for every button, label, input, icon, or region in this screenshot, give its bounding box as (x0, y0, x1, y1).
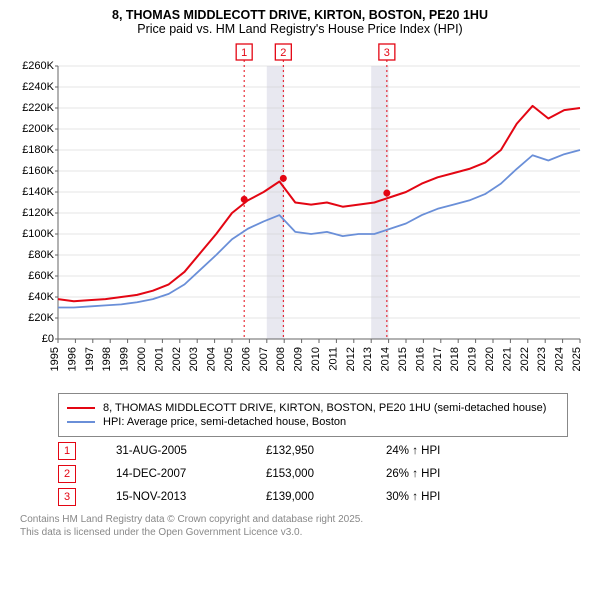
chart-svg: £0 £20K £40K £60K £80K £100K £120K £140K £160K £1… (10, 42, 590, 387)
x-tick-label: 2007 (258, 347, 270, 371)
y-tick-label: £40K (28, 291, 54, 303)
series-price_paid (58, 106, 580, 301)
x-tick-label: 2009 (293, 347, 305, 371)
chart-title-sub: Price paid vs. HM Land Registry's House … (10, 22, 590, 36)
x-tick-label: 2011 (327, 347, 339, 371)
x-tick-label: 2004 (206, 347, 218, 371)
transaction-hpi: 30% ↑ HPI (386, 491, 476, 503)
event-marker (280, 175, 287, 182)
footer-line-1: Contains HM Land Registry data © Crown c… (20, 514, 590, 527)
transaction-badge: 3 (58, 488, 76, 506)
x-tick-label: 2008 (275, 347, 287, 371)
legend-label: HPI: Average price, semi-detached house,… (103, 416, 346, 428)
x-tick-label: 2023 (536, 347, 548, 371)
transaction-badge: 1 (58, 442, 76, 460)
footer-line-2: This data is licensed under the Open Gov… (20, 527, 590, 540)
transaction-date: 15-NOV-2013 (116, 491, 226, 503)
y-tick-label: £220K (22, 102, 54, 114)
legend-item: HPI: Average price, semi-detached house,… (67, 416, 559, 428)
x-tick-label: 2013 (362, 347, 374, 371)
transaction-price: £153,000 (266, 468, 346, 480)
x-tick-label: 2015 (397, 347, 409, 371)
x-tick-label: 2021 (501, 347, 513, 371)
chart-container: 8, THOMAS MIDDLECOTT DRIVE, KIRTON, BOST… (0, 0, 600, 543)
chart-title-main: 8, THOMAS MIDDLECOTT DRIVE, KIRTON, BOST… (10, 8, 590, 22)
x-tick-label: 1997 (84, 347, 96, 371)
y-tick-label: £100K (22, 228, 54, 240)
legend-label: 8, THOMAS MIDDLECOTT DRIVE, KIRTON, BOST… (103, 402, 546, 414)
y-tick-label: £0 (42, 333, 54, 345)
transaction-row: 2 14-DEC-2007 £153,000 26% ↑ HPI (58, 465, 590, 483)
transaction-price: £139,000 (266, 491, 346, 503)
y-tick-label: £120K (22, 207, 54, 219)
x-tick-label: 2005 (223, 347, 235, 371)
y-tick-label: £200K (22, 123, 54, 135)
legend-swatch (67, 407, 95, 409)
event-badge-label: 2 (280, 47, 286, 59)
y-tick-label: £240K (22, 81, 54, 93)
x-tick-label: 1999 (119, 347, 131, 371)
y-tick-label: £80K (28, 249, 54, 261)
x-tick-label: 2000 (136, 347, 148, 371)
transactions-table: 1 31-AUG-2005 £132,950 24% ↑ HPI 2 14-DEC-200… (58, 442, 590, 506)
y-tick-label: £160K (22, 165, 54, 177)
x-tick-label: 2012 (345, 347, 357, 371)
x-tick-label: 1995 (49, 347, 61, 371)
x-tick-label: 2018 (449, 347, 461, 371)
x-tick-label: 2019 (467, 347, 479, 371)
x-tick-label: 2006 (240, 347, 252, 371)
x-tick-label: 2014 (380, 347, 392, 371)
y-tick-label: £260K (22, 60, 54, 72)
x-tick-label: 2017 (432, 347, 444, 371)
event-marker (241, 196, 248, 203)
x-tick-label: 2001 (153, 347, 165, 371)
attribution-footer: Contains HM Land Registry data © Crown c… (20, 514, 590, 539)
x-tick-label: 2024 (554, 347, 566, 371)
x-tick-label: 2003 (188, 347, 200, 371)
transaction-price: £132,950 (266, 445, 346, 457)
transaction-date: 31-AUG-2005 (116, 445, 226, 457)
legend: 8, THOMAS MIDDLECOTT DRIVE, KIRTON, BOST… (58, 393, 568, 437)
transaction-row: 1 31-AUG-2005 £132,950 24% ↑ HPI (58, 442, 590, 460)
x-tick-label: 2002 (171, 347, 183, 371)
chart-titles: 8, THOMAS MIDDLECOTT DRIVE, KIRTON, BOST… (10, 8, 590, 36)
legend-swatch (67, 421, 95, 423)
series-hpi (58, 150, 580, 308)
x-tick-label: 1998 (101, 347, 113, 371)
x-tick-label: 2020 (484, 347, 496, 371)
x-tick-label: 2022 (519, 347, 531, 371)
x-tick-label: 1996 (66, 347, 78, 371)
x-tick-label: 2016 (414, 347, 426, 371)
event-badge-label: 1 (241, 47, 247, 59)
y-tick-label: £60K (28, 270, 54, 282)
transaction-date: 14-DEC-2007 (116, 468, 226, 480)
x-tick-label: 2025 (571, 347, 583, 371)
event-marker (383, 190, 390, 197)
y-tick-label: £20K (28, 312, 54, 324)
y-tick-label: £140K (22, 186, 54, 198)
y-tick-label: £180K (22, 144, 54, 156)
legend-item: 8, THOMAS MIDDLECOTT DRIVE, KIRTON, BOST… (67, 402, 559, 414)
event-badge-label: 3 (384, 47, 390, 59)
transaction-hpi: 24% ↑ HPI (386, 445, 476, 457)
highlight-band (267, 66, 284, 339)
transaction-row: 3 15-NOV-2013 £139,000 30% ↑ HPI (58, 488, 590, 506)
transaction-badge: 2 (58, 465, 76, 483)
x-tick-label: 2010 (310, 347, 322, 371)
transaction-hpi: 26% ↑ HPI (386, 468, 476, 480)
line-chart: £0 £20K £40K £60K £80K £100K £120K £140K £160K £1… (10, 42, 590, 387)
